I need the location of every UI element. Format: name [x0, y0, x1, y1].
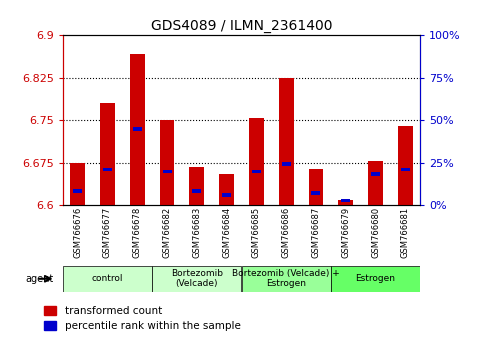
Bar	[222, 193, 231, 197]
Bar	[309, 169, 324, 205]
Bar	[130, 53, 145, 205]
Bar	[192, 189, 201, 193]
Bar	[282, 162, 291, 166]
Bar	[338, 200, 353, 205]
Bar	[371, 172, 380, 176]
Bar	[100, 103, 115, 205]
Bar	[398, 126, 413, 205]
Bar	[331, 266, 420, 292]
Bar	[103, 168, 112, 171]
Bar	[312, 191, 320, 195]
Legend: transformed count, percentile rank within the sample: transformed count, percentile rank withi…	[44, 306, 241, 331]
Bar	[133, 127, 142, 131]
Bar	[249, 118, 264, 205]
Bar	[73, 189, 82, 193]
Bar	[401, 168, 410, 171]
Bar	[159, 120, 174, 205]
Bar	[163, 170, 171, 173]
Bar	[189, 167, 204, 205]
Bar	[242, 266, 331, 292]
Bar	[341, 199, 350, 202]
Text: Bortezomib
(Velcade): Bortezomib (Velcade)	[171, 269, 223, 289]
Text: agent: agent	[25, 274, 53, 284]
Text: Estrogen: Estrogen	[355, 274, 396, 283]
Bar	[279, 79, 294, 205]
Bar	[252, 170, 261, 173]
Title: GDS4089 / ILMN_2361400: GDS4089 / ILMN_2361400	[151, 19, 332, 33]
Text: control: control	[92, 274, 123, 283]
Bar	[368, 161, 383, 205]
Bar	[63, 266, 152, 292]
Text: Bortezomib (Velcade) +
Estrogen: Bortezomib (Velcade) + Estrogen	[232, 269, 340, 289]
Bar	[152, 266, 242, 292]
Bar	[219, 174, 234, 205]
Bar	[70, 163, 85, 205]
